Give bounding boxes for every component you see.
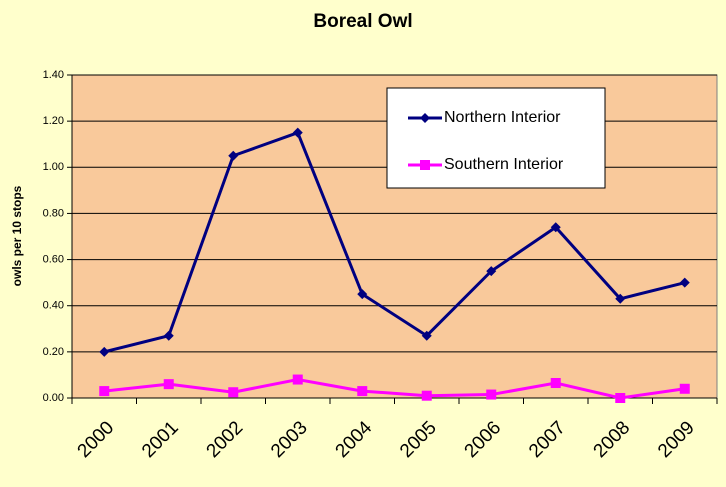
y-tick-label: 0.60 (43, 253, 64, 265)
data-point (228, 387, 239, 398)
data-point (486, 389, 497, 400)
y-tick-label: 0.40 (43, 300, 64, 312)
data-point (420, 113, 430, 123)
data-point (357, 289, 368, 300)
data-point (550, 222, 561, 233)
data-point (99, 386, 110, 397)
data-point (615, 393, 626, 403)
data-point (421, 390, 432, 401)
data-point (99, 346, 110, 357)
data-point (163, 330, 174, 341)
data-point (228, 150, 239, 161)
y-tick-label: 1.20 (43, 115, 64, 127)
chart-title: Boreal Owl (313, 11, 412, 32)
data-point (421, 330, 432, 341)
data-point (292, 374, 303, 385)
y-tick-label: 0.80 (43, 207, 64, 219)
y-tick-label: 0.00 (43, 392, 64, 404)
data-point (486, 266, 497, 277)
data-point (679, 277, 690, 288)
data-point (420, 160, 430, 170)
legend (386, 87, 606, 189)
series-line (103, 130, 686, 354)
data-point (615, 293, 626, 304)
data-point (292, 127, 303, 138)
data-point (163, 379, 174, 390)
series-line (104, 378, 685, 400)
y-tick-label: 1.00 (43, 161, 64, 173)
legend-label: Northern Interior (444, 109, 561, 126)
data-point (679, 383, 690, 394)
y-axis-label: owls per 10 stops (10, 185, 24, 286)
data-point (550, 378, 561, 389)
y-tick-label: 0.20 (43, 346, 64, 358)
legend-label: Southern Interior (444, 156, 564, 173)
data-point (357, 386, 368, 397)
y-tick-label: 1.40 (43, 69, 64, 81)
